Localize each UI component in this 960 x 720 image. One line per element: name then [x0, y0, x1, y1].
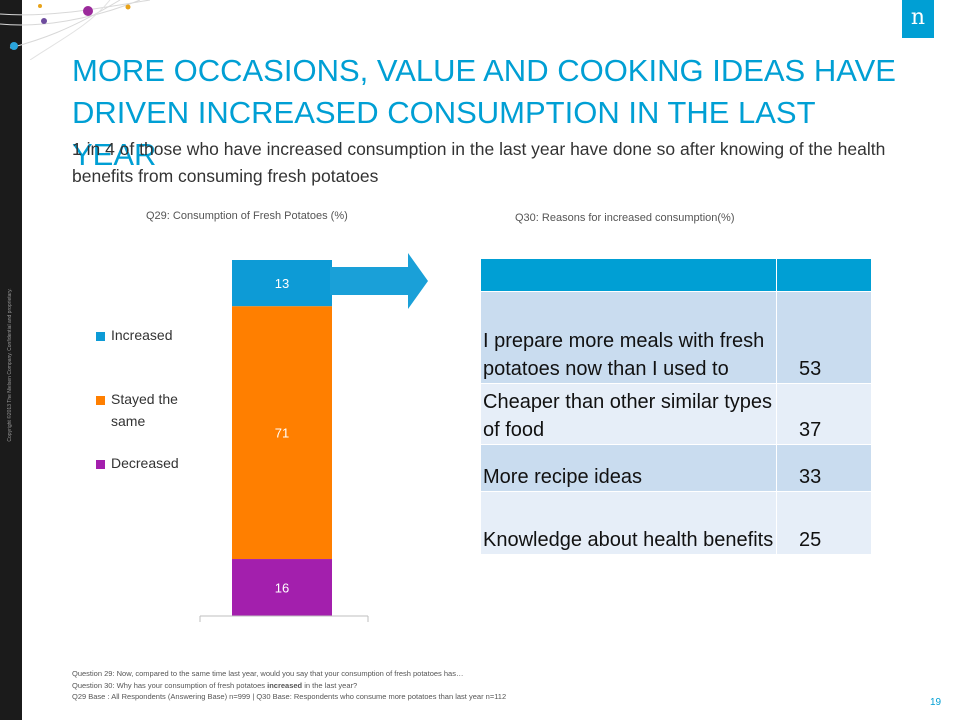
data-label-decreased: 16: [275, 581, 289, 596]
table-header-percent: [776, 258, 872, 292]
footnote-q30-emphasis: increased: [267, 680, 303, 690]
nielsen-logo: n: [902, 0, 934, 38]
legend-swatch-decreased: [96, 460, 105, 469]
legend-label-increased: Increased: [111, 327, 172, 343]
legend-swatch-increased: [96, 332, 105, 341]
reason-value: 53: [776, 291, 872, 384]
slide-title: More occasions, value and cooking ideas …: [72, 50, 902, 176]
footnote-base: Q29 Base : All Respondents (Answering Ba…: [72, 692, 507, 701]
page-number: 19: [930, 697, 942, 708]
footnote-q29: Question 29: Now, compared to the same t…: [72, 669, 464, 678]
table-row: More recipe ideas 33: [480, 444, 872, 492]
q29-chart-title: Q29: Consumption of Fresh Potatoes (%): [146, 210, 348, 222]
slide-subtitle: 1 in 4 of those who have increased consu…: [72, 139, 886, 186]
legend-label-stayed-the-same: Stayed the same: [111, 391, 178, 429]
table-header-row: [480, 258, 872, 292]
table-row: Knowledge about health benefits 25: [480, 491, 872, 555]
reason-value: 37: [776, 383, 872, 445]
reason-label: I prepare more meals with fresh potatoes…: [480, 291, 777, 384]
title-line-2: driven increased consumption in the last…: [72, 95, 815, 172]
decorative-network-graphic: [0, 0, 150, 60]
q29-stacked-bar-chart: 13 71 16 Increased Stayed the same Decreased: [96, 253, 428, 622]
left-band: [0, 0, 22, 720]
reason-label: Knowledge about health benefits: [480, 491, 777, 555]
table-header-reason: [480, 258, 777, 292]
bar-segment-stayed-the-same: [232, 306, 332, 560]
copyright-notice: Copyright ©2013 The Nielsen Company. Con…: [7, 288, 13, 442]
footnote-q30-suffix: in the last year?: [302, 680, 358, 690]
reasons-table: I prepare more meals with fresh potatoes…: [480, 258, 872, 555]
legend-label-decreased: Decreased: [111, 455, 179, 471]
reason-value: 33: [776, 444, 872, 492]
legend-swatch-stayed-the-same: [96, 396, 105, 405]
reason-label: More recipe ideas: [480, 444, 777, 492]
bar-segment-increased: [232, 260, 332, 307]
footnote-q30-prefix: Question 30: Why has your consumption of…: [72, 680, 268, 690]
data-label-stayed-the-same: 71: [275, 426, 289, 441]
bar-segment-decreased: [232, 559, 332, 616]
arrow-icon: [330, 253, 428, 309]
table-row: Cheaper than other similar types of food…: [480, 383, 872, 445]
q30-table-title: Q30: Reasons for increased consumption(%…: [515, 212, 735, 224]
table-row: I prepare more meals with fresh potatoes…: [480, 291, 872, 384]
footnote-q30: Question 30: Why has your consumption of…: [72, 680, 912, 692]
title-line-1: More occasions, value and cooking ideas …: [72, 53, 896, 88]
data-label-increased: 13: [275, 276, 289, 291]
reason-value: 25: [776, 491, 872, 555]
footnotes: Question 29: Now, compared to the same t…: [72, 668, 912, 703]
reason-label: Cheaper than other similar types of food: [480, 383, 777, 445]
